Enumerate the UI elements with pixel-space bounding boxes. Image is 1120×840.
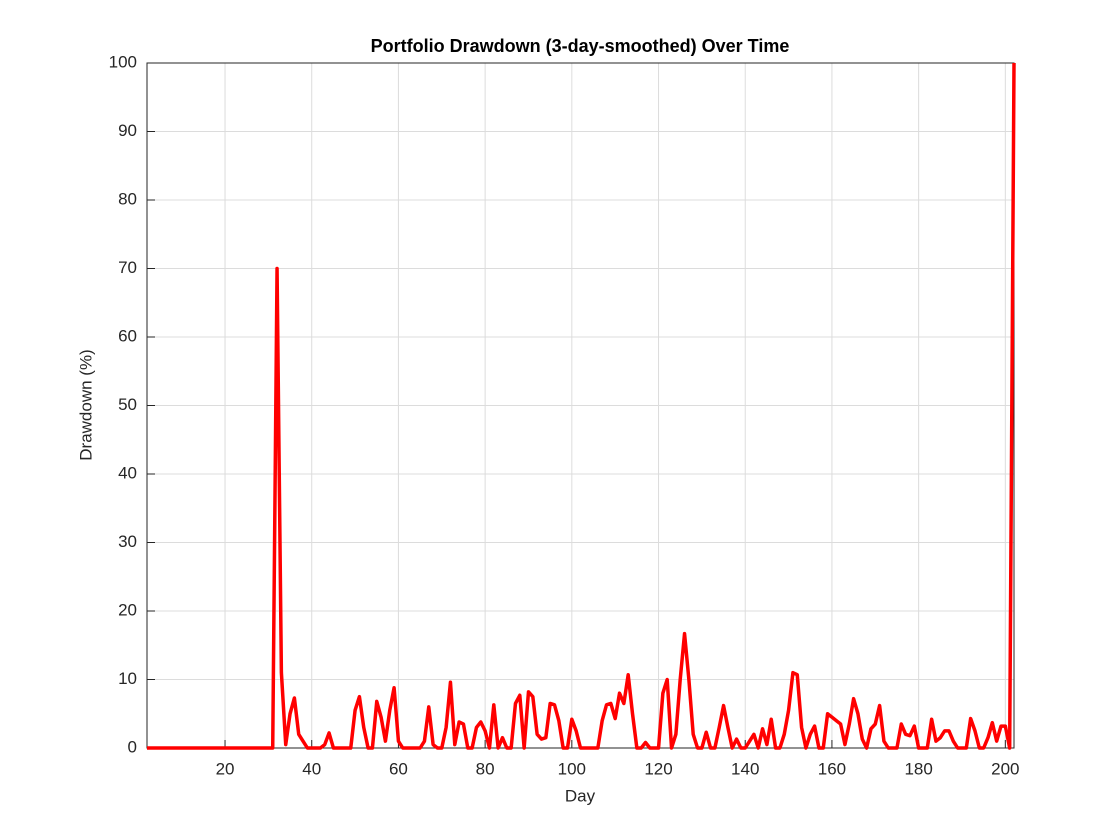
y-tick-label: 90 — [118, 121, 137, 140]
y-axis-label: Drawdown (%) — [76, 349, 95, 460]
y-tick-label: 30 — [118, 532, 137, 551]
y-tick-label: 50 — [118, 395, 137, 414]
x-tick-label: 60 — [389, 759, 408, 778]
x-tick-label: 180 — [904, 759, 932, 778]
y-tick-label: 0 — [128, 737, 137, 756]
x-tick-label: 140 — [731, 759, 759, 778]
x-tick-label: 200 — [991, 759, 1019, 778]
x-tick-label: 100 — [558, 759, 586, 778]
y-tick-label: 70 — [118, 258, 137, 277]
y-tick-label: 80 — [118, 189, 137, 208]
x-tick-label: 80 — [476, 759, 495, 778]
x-axis-label: Day — [565, 786, 596, 805]
x-tick-label: 120 — [644, 759, 672, 778]
y-tick-label: 10 — [118, 669, 137, 688]
data-line — [147, 62, 1016, 750]
y-tick-label: 60 — [118, 326, 137, 345]
chart-title: Portfolio Drawdown (3-day-smoothed) Over… — [371, 36, 790, 56]
x-tick-label: 20 — [216, 759, 235, 778]
y-tick-label: 100 — [109, 52, 137, 71]
x-tick-label: 160 — [818, 759, 846, 778]
y-tick-label: 40 — [118, 463, 137, 482]
x-tick-label: 40 — [302, 759, 321, 778]
y-tick-label: 20 — [118, 600, 137, 619]
